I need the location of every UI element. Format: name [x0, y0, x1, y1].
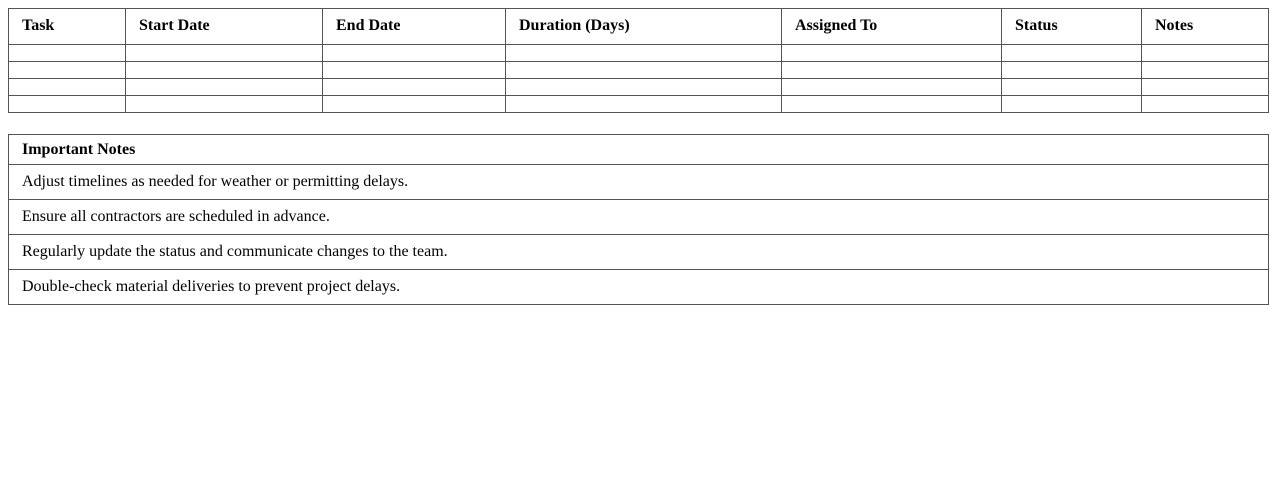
schedule-cell-end-4[interactable] [322, 95, 506, 113]
schedule-cell-task-3[interactable] [8, 78, 126, 96]
schedule-cell-start-3[interactable] [125, 78, 323, 96]
note-row: Double-check material deliveries to prev… [8, 269, 1269, 305]
important-notes-title: Important Notes [8, 134, 1269, 165]
note-text-4: Double-check material deliveries to prev… [8, 269, 1269, 305]
schedule-row-3 [8, 78, 1269, 96]
schedule-header-assigned-to: Assigned To [781, 8, 1002, 45]
schedule-header-row: Task Start Date End Date Duration (Days)… [8, 8, 1269, 45]
schedule-cell-start-2[interactable] [125, 61, 323, 79]
schedule-header-status: Status [1001, 8, 1142, 45]
schedule-cell-status-2[interactable] [1001, 61, 1142, 79]
schedule-cell-notes-4[interactable] [1141, 95, 1269, 113]
schedule-cell-end-1[interactable] [322, 44, 506, 62]
schedule-header-end-date: End Date [322, 8, 506, 45]
schedule-table: Task Start Date End Date Duration (Days)… [8, 8, 1269, 113]
note-text-2: Ensure all contractors are scheduled in … [8, 199, 1269, 235]
schedule-cell-start-1[interactable] [125, 44, 323, 62]
note-text-3: Regularly update the status and communic… [8, 234, 1269, 270]
note-text-1: Adjust timelines as needed for weather o… [8, 164, 1269, 200]
schedule-cell-status-4[interactable] [1001, 95, 1142, 113]
schedule-row-1 [8, 44, 1269, 62]
schedule-header-notes: Notes [1141, 8, 1269, 45]
schedule-cell-duration-1[interactable] [505, 44, 782, 62]
schedule-cell-status-1[interactable] [1001, 44, 1142, 62]
schedule-cell-duration-2[interactable] [505, 61, 782, 79]
schedule-cell-status-3[interactable] [1001, 78, 1142, 96]
note-row: Adjust timelines as needed for weather o… [8, 164, 1269, 200]
schedule-cell-start-4[interactable] [125, 95, 323, 113]
schedule-header-start-date: Start Date [125, 8, 323, 45]
schedule-cell-end-3[interactable] [322, 78, 506, 96]
note-row: Ensure all contractors are scheduled in … [8, 199, 1269, 235]
schedule-cell-assigned-4[interactable] [781, 95, 1002, 113]
schedule-cell-task-4[interactable] [8, 95, 126, 113]
schedule-cell-assigned-2[interactable] [781, 61, 1002, 79]
schedule-cell-notes-2[interactable] [1141, 61, 1269, 79]
schedule-cell-notes-3[interactable] [1141, 78, 1269, 96]
schedule-cell-duration-3[interactable] [505, 78, 782, 96]
schedule-cell-task-1[interactable] [8, 44, 126, 62]
important-notes-table: Important Notes Adjust timelines as need… [8, 134, 1269, 305]
note-row: Regularly update the status and communic… [8, 234, 1269, 270]
schedule-row-2 [8, 61, 1269, 79]
schedule-cell-assigned-3[interactable] [781, 78, 1002, 96]
schedule-cell-assigned-1[interactable] [781, 44, 1002, 62]
schedule-row-4 [8, 95, 1269, 113]
schedule-cell-duration-4[interactable] [505, 95, 782, 113]
important-notes-title-row: Important Notes [8, 134, 1269, 165]
schedule-header-duration: Duration (Days) [505, 8, 782, 45]
schedule-cell-task-2[interactable] [8, 61, 126, 79]
schedule-cell-notes-1[interactable] [1141, 44, 1269, 62]
schedule-cell-end-2[interactable] [322, 61, 506, 79]
schedule-header-task: Task [8, 8, 126, 45]
